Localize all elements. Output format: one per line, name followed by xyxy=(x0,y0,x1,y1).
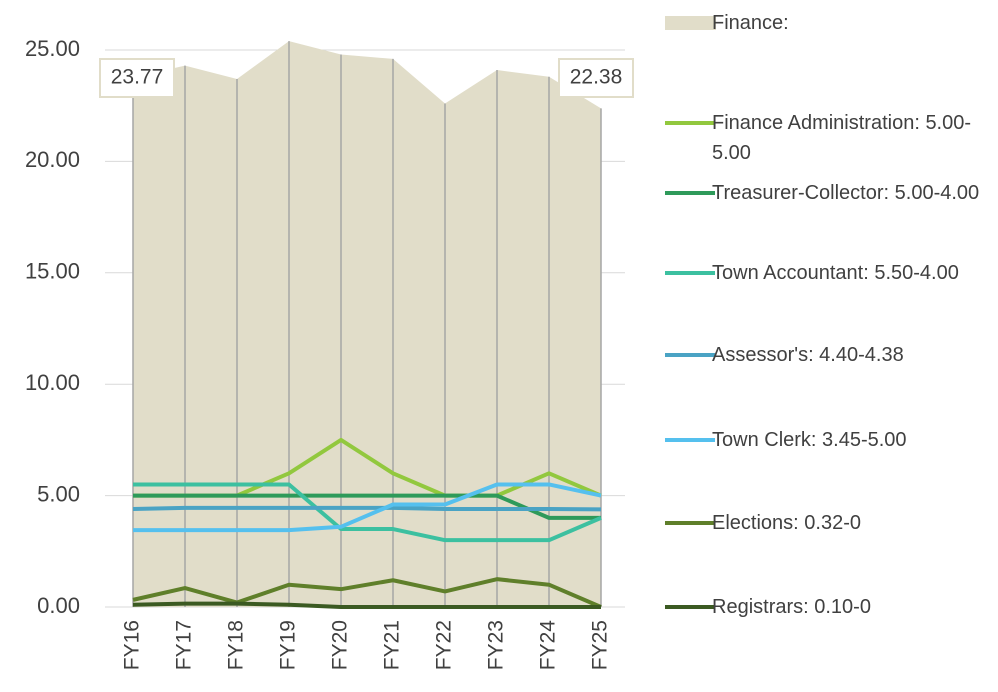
series-line xyxy=(132,577,602,609)
series-line xyxy=(132,601,601,609)
series-line xyxy=(133,482,602,533)
legend-label: Assessor's: 4.40-4.38 xyxy=(712,344,904,366)
x-tick-label: FY20 xyxy=(329,620,352,670)
x-tick-label: FY25 xyxy=(589,620,612,670)
legend-swatch xyxy=(665,438,715,442)
x-tick-label: FY19 xyxy=(277,620,300,670)
legend-swatch xyxy=(665,521,715,525)
legend-label: Finance: xyxy=(712,12,789,34)
legend-label: Treasurer-Collector: 5.00-4.00 xyxy=(712,182,980,204)
legend-label: Elections: 0.32-0 xyxy=(712,512,861,534)
x-tick-label: FY21 xyxy=(381,620,404,670)
legend-swatch xyxy=(665,605,715,609)
area xyxy=(133,41,601,607)
x-tick-label: FY23 xyxy=(485,620,508,670)
data-label: 22.38 xyxy=(570,66,623,89)
data-label: 23.77 xyxy=(111,66,164,89)
legend-label: Finance Administration: 5.00-5.00 xyxy=(712,112,972,164)
y-tick-label: 15.00 xyxy=(25,259,80,284)
legend-swatch xyxy=(665,353,715,357)
data-label-box xyxy=(99,58,175,98)
series-line xyxy=(132,505,602,512)
data-label-box xyxy=(558,58,634,98)
series-line xyxy=(133,493,601,520)
legend-swatch xyxy=(665,121,715,125)
legend-swatch xyxy=(665,271,715,275)
x-tick-label: FY22 xyxy=(433,620,456,670)
series-line xyxy=(133,482,602,543)
legend-label: Registrars: 0.10-0 xyxy=(712,596,871,618)
legend-swatch xyxy=(665,191,715,195)
y-tick-label: 25.00 xyxy=(25,36,80,61)
x-tick-label: FY17 xyxy=(173,620,196,670)
y-tick-label: 10.00 xyxy=(25,370,80,395)
y-tick-label: 20.00 xyxy=(25,147,80,172)
x-tick-label: FY16 xyxy=(121,620,144,670)
legend-label: Town Clerk: 3.45-5.00 xyxy=(712,429,907,451)
legend-label: Town Accountant: 5.50-4.00 xyxy=(712,262,959,284)
x-tick-label: FY18 xyxy=(225,620,248,670)
y-tick-label: 0.00 xyxy=(37,593,80,618)
y-tick-label: 5.00 xyxy=(37,481,80,506)
legend-swatch xyxy=(665,16,716,30)
x-tick-label: FY24 xyxy=(537,620,560,671)
